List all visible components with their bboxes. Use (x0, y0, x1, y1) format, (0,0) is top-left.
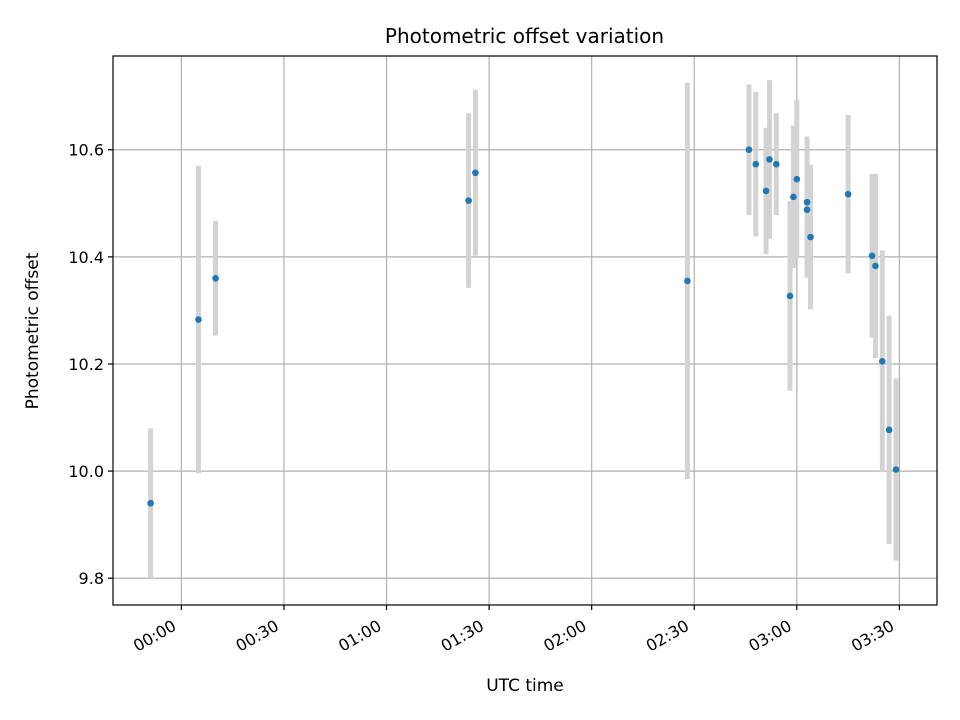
data-point (752, 160, 760, 168)
y-tick-label: 9.8 (79, 569, 104, 588)
y-axis-label: Photometric offset (23, 252, 43, 409)
data-point (790, 193, 797, 201)
data-point (807, 233, 814, 241)
plot-frame (112, 55, 938, 606)
data-point (786, 292, 794, 300)
data-point (684, 277, 691, 285)
grid (113, 56, 937, 605)
data-point (878, 357, 886, 365)
data-point (745, 146, 753, 154)
chart-title: Photometric offset variation (385, 24, 664, 48)
data-point (465, 197, 472, 204)
data-point (147, 499, 154, 507)
data-point (844, 190, 852, 198)
data-point (766, 156, 773, 163)
data-point (472, 169, 479, 177)
data-point (803, 206, 811, 214)
data-point (868, 252, 876, 260)
data-point (872, 262, 879, 270)
x-axis-label: UTC time (486, 676, 564, 696)
data-point (892, 466, 900, 473)
y-tick-label: 10.4 (68, 248, 104, 267)
data-point (212, 274, 219, 282)
y-axis-ticks: 9.8 10.0 10.2 10.4 10.6 (68, 141, 113, 588)
data-point (762, 187, 770, 195)
y-tick-label: 10.2 (68, 355, 104, 374)
y-tick-label: 10.6 (68, 141, 104, 160)
plot-area (113, 56, 937, 605)
data-point (885, 426, 893, 434)
data-point (773, 160, 780, 168)
data-point (793, 175, 801, 183)
data-point (195, 316, 202, 323)
data-point (803, 198, 811, 206)
y-tick-label: 10.0 (68, 462, 104, 481)
data-points (147, 146, 900, 507)
